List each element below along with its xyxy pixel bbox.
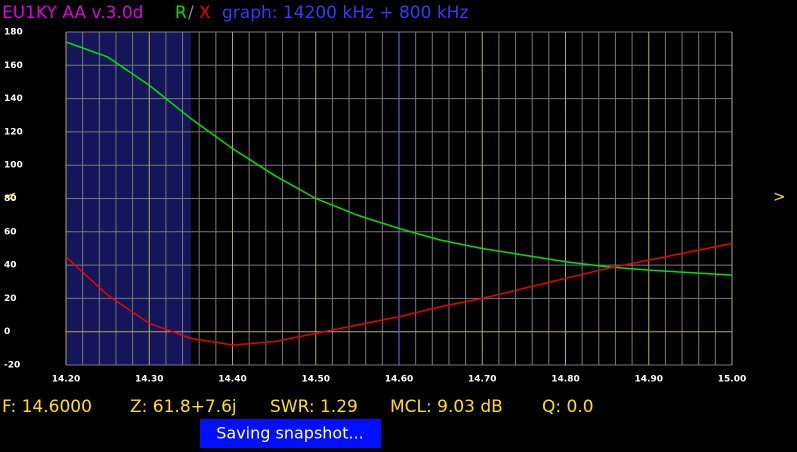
x-tick-label: 14.80 (551, 375, 579, 385)
y-tick-label: 20 (4, 294, 17, 304)
legend-x: X (199, 3, 211, 23)
y-tick-label: 180 (4, 28, 23, 38)
x-tick-label: 14.40 (218, 375, 246, 385)
device-title: EU1KY AA v.3.0d (2, 3, 143, 23)
y-tick-label: -20 (4, 361, 20, 371)
graph-info: graph: 14200 kHz + 800 kHz (222, 3, 468, 23)
x-tick-label: 14.50 (302, 375, 330, 385)
y-tick-label: 0 (4, 327, 10, 337)
x-tick-label: 14.60 (385, 375, 413, 385)
y-tick-label: 120 (4, 127, 23, 137)
toast-text: Saving snapshot... (216, 424, 364, 443)
toast-box (200, 419, 381, 448)
y-tick-label: 160 (4, 61, 23, 71)
x-tick-label: 14.70 (468, 375, 496, 385)
y-tick-label: 60 (4, 227, 17, 237)
status-swr: SWR: 1.29 (270, 397, 358, 417)
legend-separator: / (188, 3, 194, 23)
status-frequency: F: 14.6000 (2, 397, 92, 417)
x-tick-label: 14.20 (52, 375, 80, 385)
status-q: Q: 0.0 (542, 397, 594, 417)
y-tick-label: 40 (4, 261, 17, 271)
plot: -20 0 20 40 60 80 100 120 140 160 180 14.20 14.30 14.… (4, 28, 746, 385)
x-tick-label: 14.90 (635, 375, 663, 385)
scroll-right[interactable]: > (773, 188, 786, 206)
scroll-left[interactable]: < (4, 188, 17, 206)
y-tick-label: 100 (4, 161, 23, 171)
status-impedance: Z: 61.8+7.6j (130, 397, 237, 417)
y-tick-label: 80 (4, 194, 17, 204)
x-tick-label: 15.00 (718, 375, 746, 385)
series-line (65, 41, 733, 276)
y-tick-label: 140 (4, 94, 23, 104)
series-line (65, 242, 733, 346)
status-mcl: MCL: 9.03 dB (390, 397, 503, 417)
x-tick-label: 14.30 (135, 375, 163, 385)
legend-r: R (175, 3, 187, 23)
